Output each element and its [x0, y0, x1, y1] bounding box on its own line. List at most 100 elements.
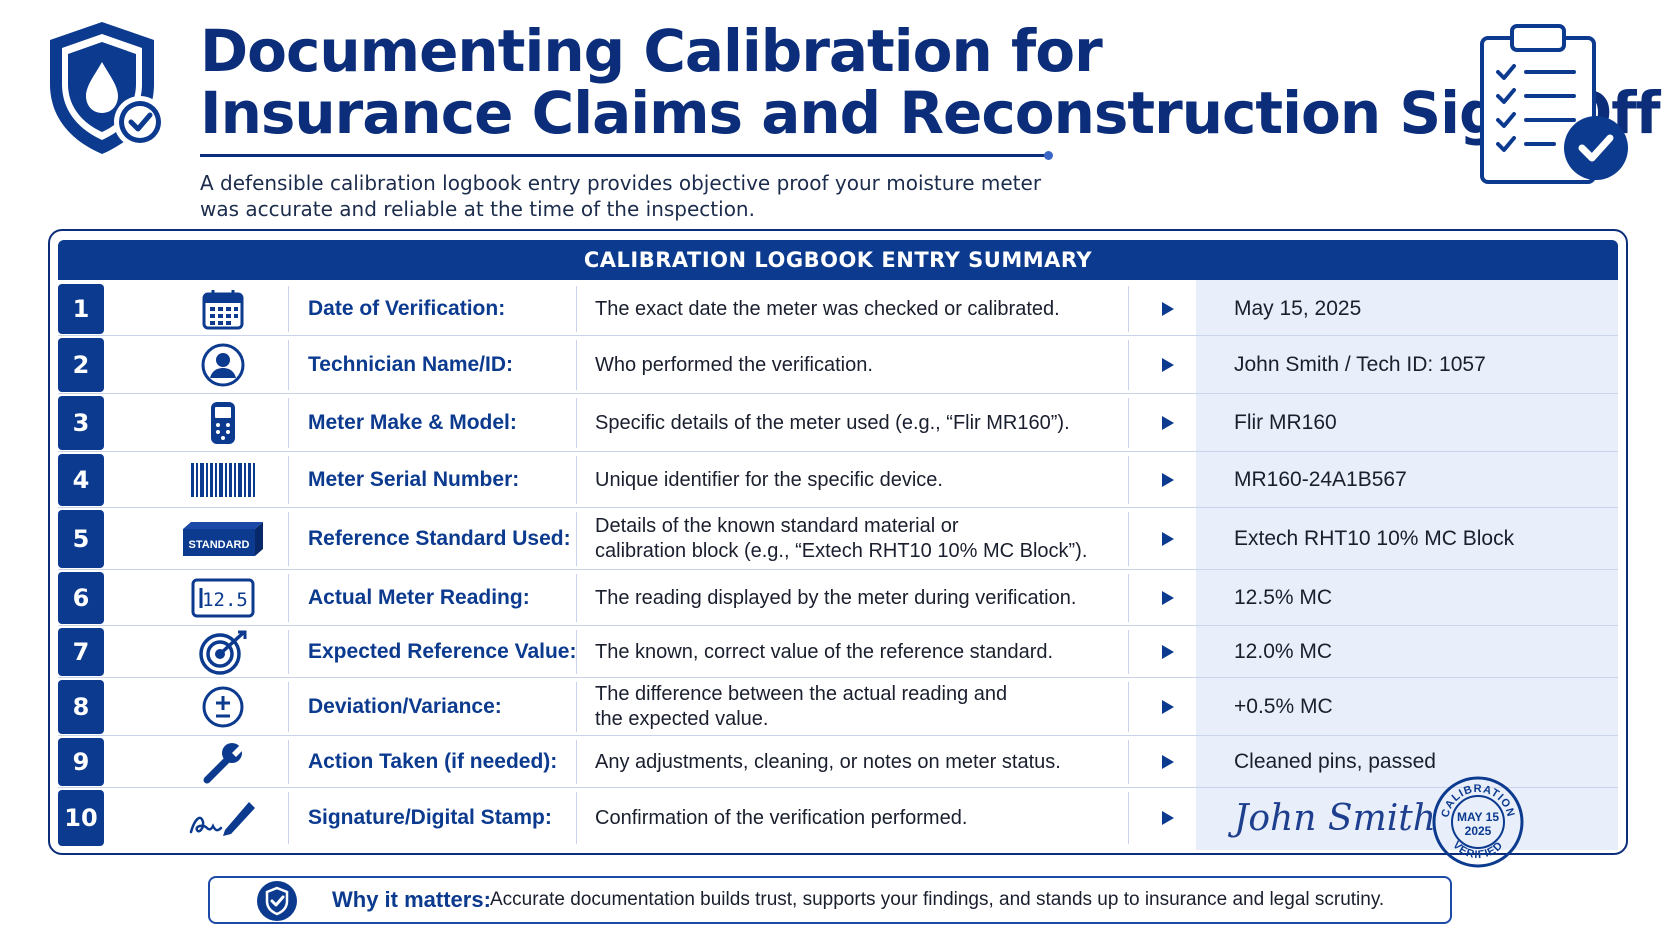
column-divider [288, 740, 289, 784]
column-divider [1128, 398, 1129, 448]
column-divider [576, 740, 577, 784]
row-description: Confirmation of the verification perform… [595, 806, 968, 829]
row-value: Cleaned pins, passed [1234, 750, 1436, 773]
column-divider [288, 792, 289, 844]
play-arrow-icon [1148, 282, 1188, 336]
row-label: Meter Serial Number: [308, 468, 520, 491]
barcode-icon [158, 452, 288, 508]
row-label: Actual Meter Reading: [308, 586, 530, 609]
calendar-icon [158, 282, 288, 336]
column-divider [1128, 740, 1129, 784]
row-divider [58, 677, 1618, 678]
row-description: Any adjustments, cleaning, or notes on m… [595, 750, 1061, 773]
column-divider [1128, 456, 1129, 504]
table-row: 1 Date of Verification: The exact date t… [58, 282, 1618, 336]
column-divider [576, 630, 577, 674]
row-divider [58, 335, 1618, 336]
column-divider [576, 340, 577, 390]
column-divider [576, 286, 577, 332]
wrench-icon [158, 736, 288, 788]
row-number: 7 [58, 628, 104, 676]
row-number: 5 [58, 510, 104, 568]
column-divider [1128, 630, 1129, 674]
logbook-table-title: CALIBRATION LOGBOOK ENTRY SUMMARY [58, 240, 1618, 280]
row-number: 6 [58, 572, 104, 624]
table-row: 6 12.5 Actual Meter Reading: The reading… [58, 570, 1618, 626]
play-arrow-icon [1148, 678, 1188, 736]
row-number: 4 [58, 454, 104, 506]
column-divider [576, 792, 577, 844]
table-row: 9 Action Taken (if needed): Any adjustme… [58, 736, 1618, 788]
why-it-matters-text: Accurate documentation builds trust, sup… [490, 889, 1385, 910]
row-number: 1 [58, 284, 104, 334]
row-value: MR160-24A1B567 [1234, 468, 1407, 491]
row-value: Extech RHT10 10% MC Block [1234, 527, 1515, 550]
play-arrow-icon [1148, 788, 1188, 848]
row-label: Expected Reference Value: [308, 640, 577, 663]
moisture-meter-icon [158, 394, 288, 452]
row-description: The difference between the actual readin… [595, 683, 1008, 730]
column-divider [576, 682, 577, 732]
standard-block-text: STANDARD [189, 539, 250, 551]
column-divider [288, 682, 289, 732]
play-arrow-icon [1148, 626, 1188, 678]
page-title: Documenting Calibration for Insurance Cl… [200, 17, 1661, 147]
table-row: 8 Deviation/Variance: The difference bet… [58, 678, 1618, 736]
calibration-verified-stamp: CALIBRATION VERIFIED MAY 15 2025 [1432, 776, 1524, 868]
column-divider [288, 456, 289, 504]
row-description: The reading displayed by the meter durin… [595, 586, 1077, 609]
title-line-1: Documenting Calibration for [200, 17, 1103, 85]
table-row: 7 Expected Reference Value: The known, c… [58, 626, 1618, 678]
row-divider [58, 451, 1618, 452]
shield-check-icon [257, 881, 297, 921]
row-label: Date of Verification: [308, 297, 506, 320]
row-divider [58, 735, 1618, 736]
row-label: Action Taken (if needed): [308, 750, 558, 773]
row-value: Flir MR160 [1234, 411, 1337, 434]
digital-reading-text: 12.5 [202, 589, 248, 611]
column-divider [576, 512, 577, 566]
why-it-matters-banner: Why it matters: Accurate documentation b… [208, 876, 1452, 924]
row-label: Deviation/Variance: [308, 695, 502, 718]
title-underline-dot [1044, 151, 1053, 160]
table-row: 4 Meter Serial Number: Unique identifier… [58, 452, 1618, 508]
row-value: +0.5% MC [1234, 695, 1333, 718]
stamp-bottom-text: VERIFIED [1450, 839, 1505, 861]
table-row: 3 Meter Make & Model: Specific details o… [58, 394, 1618, 452]
column-divider [576, 398, 577, 448]
column-divider [1128, 574, 1129, 622]
row-number: 9 [58, 738, 104, 786]
row-label: Technician Name/ID: [308, 353, 513, 376]
title-underline [200, 154, 1048, 157]
stamp-date-line-1: MAY 15 [1457, 810, 1499, 824]
row-divider [58, 507, 1618, 508]
play-arrow-icon [1148, 508, 1188, 570]
row-divider [58, 625, 1618, 626]
play-arrow-icon [1148, 736, 1188, 788]
row-description: The known, correct value of the referenc… [595, 640, 1054, 663]
row-divider [58, 393, 1618, 394]
table-row: 10 Signature/Digital Stamp: Confirmation… [58, 776, 1618, 868]
row-label: Reference Standard Used: [308, 527, 571, 550]
row-value: John Smith / Tech ID: 1057 [1234, 353, 1486, 376]
signature-value: John Smith [1234, 797, 1436, 839]
row-value: 12.0% MC [1234, 640, 1333, 663]
column-divider [1128, 512, 1129, 566]
value-column-background [1196, 280, 1618, 850]
play-arrow-icon [1148, 394, 1188, 452]
row-description: Unique identifier for the specific devic… [595, 468, 943, 491]
play-arrow-icon [1148, 570, 1188, 626]
row-description: The exact date the meter was checked or … [595, 297, 1060, 320]
row-description: Who performed the verification. [595, 353, 873, 376]
column-divider [288, 630, 289, 674]
column-divider [1128, 286, 1129, 332]
column-divider [288, 512, 289, 566]
column-divider [288, 574, 289, 622]
row-divider [58, 787, 1618, 788]
column-divider [576, 456, 577, 504]
why-it-matters-label: Why it matters: [332, 887, 491, 912]
row-value: 12.5% MC [1234, 586, 1333, 609]
shield-water-drop-check-icon [50, 22, 164, 154]
column-divider [288, 340, 289, 390]
title-line-2: Insurance Claims and Reconstruction Sign… [200, 79, 1661, 147]
